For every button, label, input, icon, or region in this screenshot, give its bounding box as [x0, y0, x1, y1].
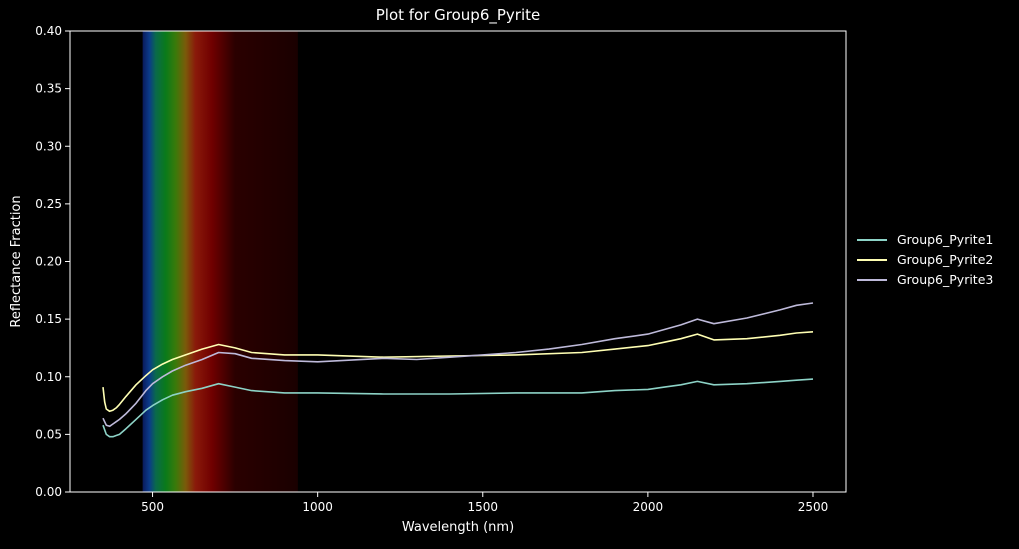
y-tick-label: 0.30	[35, 139, 62, 153]
series-lines	[102, 302, 814, 438]
legend-label: Group6_Pyrite3	[897, 272, 993, 287]
legend-label: Group6_Pyrite1	[897, 232, 993, 247]
x-tick-label: 2500	[798, 500, 829, 514]
y-tick-label: 0.40	[35, 24, 62, 38]
y-tick-label: 0.00	[35, 485, 62, 499]
legend: Group6_Pyrite1 Group6_Pyrite2 Group6_Pyrit…	[857, 232, 993, 287]
y-tick-label: 0.35	[35, 82, 62, 96]
x-tick-label: 1000	[302, 500, 333, 514]
y-tick-label: 0.20	[35, 255, 62, 269]
y-tick-label: 0.05	[35, 427, 62, 441]
x-axis: 500 1000 1500 2000 2500	[141, 492, 828, 514]
y-tick-label: 0.25	[35, 197, 62, 211]
series-line-3	[102, 302, 814, 428]
x-tick-label: 2000	[633, 500, 664, 514]
series-line-2	[102, 331, 814, 413]
y-tick-label: 0.10	[35, 370, 62, 384]
chart-title: Plot for Group6_Pyrite	[376, 6, 541, 25]
x-tick-label: 1500	[467, 500, 498, 514]
legend-label: Group6_Pyrite2	[897, 252, 993, 267]
y-tick-label: 0.15	[35, 312, 62, 326]
y-axis-label: Reflectance Fraction	[9, 195, 24, 327]
x-axis-label: Wavelength (nm)	[402, 520, 514, 535]
series-line-1	[102, 378, 814, 438]
x-tick-label: 500	[141, 500, 164, 514]
spectrum-gradient	[142, 31, 298, 492]
y-axis: 0.00 0.05 0.10 0.15 0.20 0.25 0.30 0.35 0.40	[35, 24, 70, 499]
visible-spectrum-band	[142, 31, 298, 492]
